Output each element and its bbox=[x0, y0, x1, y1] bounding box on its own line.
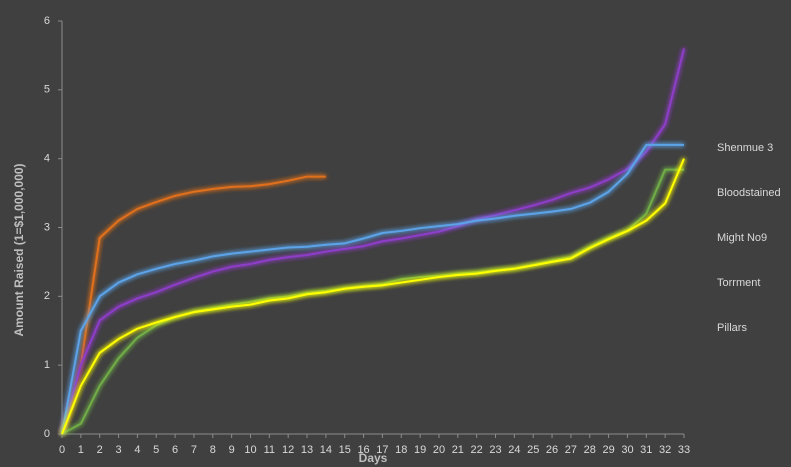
y-tick-label: 6 bbox=[44, 15, 50, 27]
x-tick-label: 31 bbox=[640, 444, 652, 456]
x-tick-label: 20 bbox=[433, 444, 445, 456]
x-tick-label: 25 bbox=[527, 444, 539, 456]
x-tick-label: 1 bbox=[78, 444, 84, 456]
y-tick-label: 2 bbox=[44, 290, 50, 302]
series-line bbox=[61, 143, 684, 435]
x-tick-label: 6 bbox=[172, 444, 178, 456]
x-tick-label: 24 bbox=[508, 444, 520, 456]
series-line bbox=[61, 175, 326, 435]
x-tick-label: 15 bbox=[339, 444, 351, 456]
y-tick-label: 5 bbox=[44, 84, 50, 96]
x-tick-label: 14 bbox=[320, 444, 332, 456]
x-tick-label: 26 bbox=[546, 444, 558, 456]
legend-label: Torrment bbox=[717, 277, 760, 289]
x-tick-label: 16 bbox=[357, 444, 369, 456]
x-tick-label: 17 bbox=[376, 444, 388, 456]
y-tick-label: 1 bbox=[44, 359, 50, 371]
x-tick-label: 7 bbox=[191, 444, 197, 456]
x-tick-label: 10 bbox=[244, 444, 256, 456]
x-tick-label: 22 bbox=[471, 444, 483, 456]
x-tick-label: 2 bbox=[97, 444, 103, 456]
x-tick-label: 9 bbox=[229, 444, 235, 456]
y-tick-label: 4 bbox=[44, 153, 50, 165]
x-tick-label: 12 bbox=[282, 444, 294, 456]
x-tick-label: 11 bbox=[264, 444, 275, 456]
x-tick-label: 32 bbox=[659, 444, 671, 456]
legend-label: Bloodstained bbox=[717, 187, 781, 199]
x-tick-label: 19 bbox=[414, 444, 426, 456]
x-tick-label: 5 bbox=[153, 444, 159, 456]
series-line bbox=[61, 168, 684, 435]
x-tick-label: 21 bbox=[452, 444, 464, 456]
y-axis-title: Amount Raised (1=$1,000,000) bbox=[12, 163, 26, 336]
x-axis-title: Days bbox=[359, 451, 388, 465]
x-tick-label: 0 bbox=[59, 444, 65, 456]
legend-label: Might No9 bbox=[717, 232, 767, 244]
series-line bbox=[61, 48, 685, 435]
x-tick-label: 33 bbox=[678, 444, 690, 456]
legend-label: Shenmue 3 bbox=[717, 142, 773, 154]
x-tick-label: 3 bbox=[115, 444, 121, 456]
x-tick-label: 27 bbox=[565, 444, 577, 456]
x-tick-label: 13 bbox=[301, 444, 313, 456]
series-line bbox=[61, 158, 685, 435]
x-tick-label: 23 bbox=[489, 444, 501, 456]
x-tick-label: 28 bbox=[584, 444, 596, 456]
x-tick-label: 4 bbox=[134, 444, 140, 456]
legend-label: Pillars bbox=[717, 322, 747, 334]
x-tick-label: 29 bbox=[602, 444, 614, 456]
x-tick-label: 8 bbox=[210, 444, 216, 456]
x-tick-label: 30 bbox=[621, 444, 633, 456]
legend: Shenmue 3 Bloodstained Might No9 Torrment Pi… bbox=[688, 142, 781, 334]
y-tick-label: 3 bbox=[44, 221, 50, 233]
y-tick-label: 0 bbox=[44, 428, 50, 440]
x-tick-label: 18 bbox=[395, 444, 407, 456]
